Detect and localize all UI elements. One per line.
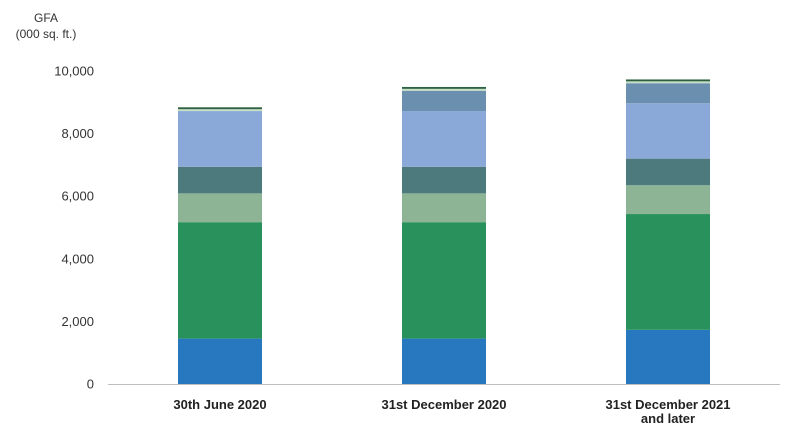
bar-segment xyxy=(402,90,486,112)
y-tick-label: 2,000 xyxy=(61,314,94,329)
bar-segment xyxy=(402,193,486,223)
bar-segment xyxy=(402,88,486,91)
bar-segment xyxy=(626,214,710,330)
bar-segment xyxy=(178,107,262,110)
bar-segment xyxy=(178,111,262,167)
bar-segment xyxy=(626,83,710,104)
x-category-label: and later xyxy=(641,411,695,426)
y-axis-label: GFA (000 sq. ft.) xyxy=(16,11,77,41)
x-category-label: 31st December 2020 xyxy=(381,397,506,412)
x-category-label: 31st December 2021 xyxy=(605,397,730,412)
y-tick-label: 4,000 xyxy=(61,251,94,266)
y-tick-label: 8,000 xyxy=(61,126,94,141)
bar-segment xyxy=(626,158,710,186)
y-axis-ticks: 0 2,000 4,000 6,000 8,000 10,000 xyxy=(54,64,94,392)
bar-segment xyxy=(626,81,710,84)
y-tick-label: 6,000 xyxy=(61,189,94,204)
bar-segment xyxy=(178,338,262,384)
bar-segment xyxy=(402,222,486,339)
bar-segment xyxy=(626,79,710,82)
bar-segment xyxy=(626,185,710,215)
bar-segment xyxy=(178,109,262,112)
bar-segment xyxy=(402,86,486,89)
bar-segment xyxy=(402,338,486,384)
bar-segment xyxy=(178,222,262,339)
y-tick-label: 0 xyxy=(87,377,94,392)
bar-segment xyxy=(626,103,710,159)
y-axis-label-line: (000 sq. ft.) xyxy=(16,27,77,41)
bar-segment xyxy=(178,193,262,223)
x-category-label: 30th June 2020 xyxy=(173,397,266,412)
bar-segment xyxy=(626,329,710,384)
y-tick-label: 10,000 xyxy=(54,64,94,79)
x-axis-category-labels: 30th June 2020 31st December 2020 31st Dec… xyxy=(173,397,730,426)
bars xyxy=(178,79,710,384)
bar-segment xyxy=(178,166,262,194)
bar-segment xyxy=(402,111,486,167)
y-axis-label-line: GFA xyxy=(34,11,58,25)
bar-segment xyxy=(402,166,486,194)
